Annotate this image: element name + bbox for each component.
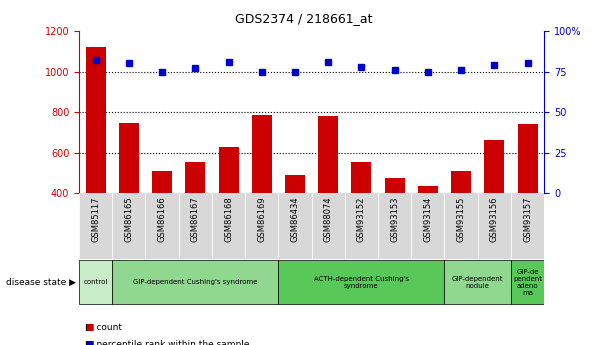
- Bar: [378, 193, 411, 259]
- Bar: [218, 147, 238, 274]
- Bar: [212, 193, 245, 259]
- Text: GIP-de
pendent
adeno
ma: GIP-de pendent adeno ma: [513, 268, 542, 296]
- Text: ■: ■: [85, 323, 94, 332]
- Text: GSM86168: GSM86168: [224, 196, 233, 242]
- Text: GSM93153: GSM93153: [390, 196, 399, 242]
- Bar: [345, 193, 378, 259]
- Bar: [444, 193, 478, 259]
- Text: GSM86434: GSM86434: [291, 196, 300, 242]
- Bar: [112, 260, 278, 304]
- Bar: [152, 171, 172, 274]
- Bar: [418, 186, 438, 274]
- Text: control: control: [83, 279, 108, 285]
- Bar: [185, 162, 206, 274]
- Bar: [511, 193, 544, 259]
- Bar: [485, 140, 504, 274]
- Text: GSM93156: GSM93156: [490, 196, 499, 242]
- Text: disease state ▶: disease state ▶: [6, 277, 76, 287]
- Bar: [119, 123, 139, 274]
- Text: GDS2374 / 218661_at: GDS2374 / 218661_at: [235, 12, 373, 25]
- Text: GSM86165: GSM86165: [125, 196, 133, 242]
- Bar: [252, 115, 272, 274]
- Bar: [112, 193, 145, 259]
- Bar: [351, 162, 371, 274]
- Text: ACTH-dependent Cushing's
syndrome: ACTH-dependent Cushing's syndrome: [314, 276, 409, 288]
- Text: GSM86166: GSM86166: [157, 196, 167, 242]
- Text: ■ percentile rank within the sample: ■ percentile rank within the sample: [85, 340, 250, 345]
- Bar: [444, 260, 511, 304]
- Text: GIP-dependent
nodule: GIP-dependent nodule: [452, 276, 503, 288]
- Bar: [517, 124, 537, 274]
- Bar: [451, 171, 471, 274]
- Bar: [245, 193, 278, 259]
- Text: GSM93154: GSM93154: [423, 196, 432, 242]
- Text: GSM93155: GSM93155: [457, 196, 466, 242]
- Text: GSM86169: GSM86169: [257, 196, 266, 242]
- Bar: [145, 193, 179, 259]
- Text: GSM93157: GSM93157: [523, 196, 532, 242]
- Text: ■ count: ■ count: [85, 323, 122, 332]
- Text: GSM88074: GSM88074: [323, 196, 333, 242]
- Bar: [478, 193, 511, 259]
- Bar: [311, 193, 345, 259]
- Bar: [278, 193, 311, 259]
- Bar: [86, 47, 106, 274]
- Bar: [285, 175, 305, 274]
- Text: GIP-dependent Cushing's syndrome: GIP-dependent Cushing's syndrome: [133, 279, 258, 285]
- Text: ■: ■: [85, 340, 94, 345]
- Bar: [278, 260, 444, 304]
- Bar: [511, 260, 544, 304]
- Bar: [318, 116, 338, 274]
- Text: GSM93152: GSM93152: [357, 196, 366, 242]
- Bar: [385, 178, 404, 274]
- Bar: [79, 260, 112, 304]
- Text: GSM85117: GSM85117: [91, 196, 100, 242]
- Bar: [79, 193, 112, 259]
- Bar: [411, 193, 444, 259]
- Text: GSM86167: GSM86167: [191, 196, 200, 242]
- Bar: [179, 193, 212, 259]
